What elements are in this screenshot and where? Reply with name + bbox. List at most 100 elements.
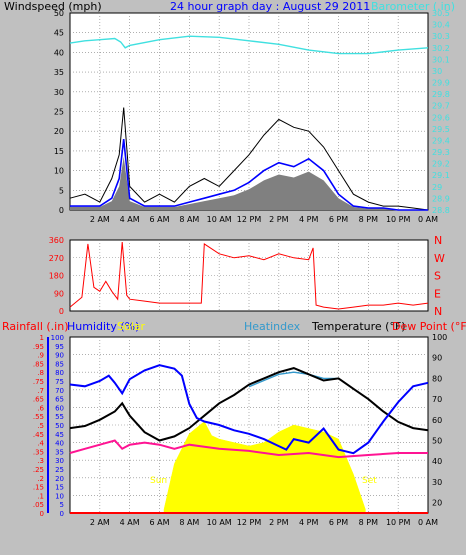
humidity-tick-label: 60 [55, 404, 64, 412]
windspeed-axis-label: Windspeed (mph) [4, 0, 102, 13]
barometer-tick-label: 29.2 [432, 160, 450, 169]
x-tick-label: 2 PM [269, 215, 288, 224]
rainfall-tick-label: .15 [33, 484, 44, 492]
barometer-tick-label: 29.5 [432, 125, 450, 134]
windspeed-tick-label: 5 [59, 186, 64, 195]
windspeed-tick-label: 30 [54, 88, 64, 97]
rainfall-tick-label: .05 [33, 501, 44, 509]
humidity-tick-label: 25 [55, 466, 64, 474]
rainfall-tick-label: .2 [37, 475, 44, 483]
rainfall-tick-label: 1 [40, 334, 44, 342]
rainfall-tick-label: .1 [37, 492, 44, 500]
temperature-panel: 0.05.1.15.2.25.3.35.4.45.5.55.6.65.7.75.… [33, 333, 447, 527]
x-tick-label: 12 PM [237, 215, 262, 224]
graph-title: 24 hour graph day : August 29 2011 [170, 0, 370, 13]
barometer-tick-label: 29.7 [432, 102, 450, 111]
temperature-line [69, 367, 429, 442]
rainfall-tick-label: 0 [40, 510, 44, 518]
direction-tick-label: 180 [49, 272, 64, 281]
x-tick-label: 12 PM [237, 518, 262, 527]
solar-area [163, 421, 366, 514]
barometer-tick-label: 30.1 [432, 55, 450, 64]
barometer-tick-label: 29.3 [432, 148, 450, 157]
compass-label: N [434, 305, 442, 318]
dewpoint-line [69, 439, 428, 459]
temperature-tick-label: 70 [432, 395, 442, 404]
humidity-tick-label: 30 [55, 457, 64, 465]
sunset-label: Set [362, 476, 377, 486]
humidity-tick-label: 40 [55, 440, 64, 448]
temperature-tick-label: 40 [432, 457, 442, 466]
temperature-series [69, 364, 429, 514]
rainfall-tick-label: .75 [33, 378, 44, 386]
humidity-tick-label: 0 [60, 510, 64, 518]
sunrise-label: Sun Rise [150, 476, 189, 486]
barometer-tick-label: 30.3 [432, 32, 450, 41]
barometer-tick-label: 29.6 [432, 113, 450, 122]
x-tick-label: 6 PM [329, 518, 348, 527]
temperature-tick-label: 90 [432, 354, 442, 363]
wind-series [69, 35, 429, 211]
solar-axis-label: Solar [117, 320, 146, 333]
rainfall-tick-label: .85 [33, 360, 44, 368]
direction-tick-label: 360 [49, 236, 64, 245]
temperature-tick-label: 100 [432, 333, 447, 342]
heatindex-line [248, 371, 339, 388]
temperature-x-ticks: 2 AM 4 AM 6 AM 8 AM 10 AM 12 PM 2 PM 4 PM 6 PM 8 … [90, 518, 438, 527]
temperature-tick-label: 60 [432, 416, 442, 425]
humidity-tick-label: 10 [55, 492, 64, 500]
temperature-tick-label: 50 [432, 437, 442, 446]
windspeed-tick-label: 40 [54, 48, 64, 57]
humidity-tick-label: 5 [60, 501, 64, 509]
direction-tick-label: 270 [49, 254, 64, 263]
x-tick-label: 8 AM [179, 215, 199, 224]
windspeed-tick-label: 35 [54, 68, 64, 77]
windspeed-tick-label: 50 [54, 9, 64, 18]
windspeed-tick-label: 45 [54, 29, 64, 38]
x-tick-label: 10 PM [386, 518, 411, 527]
windspeed-tick-label: 15 [54, 147, 64, 156]
humidity-tick-label: 65 [55, 396, 64, 404]
compass-label: W [434, 252, 445, 265]
x-tick-label: 4 AM [120, 215, 140, 224]
rainfall-tick-label: .9 [37, 352, 44, 360]
compass-label: S [434, 270, 441, 283]
humidity-tick-label: 90 [55, 352, 64, 360]
barometer-tick-label: 28.9 [432, 194, 450, 203]
x-tick-label: 10 AM [207, 518, 232, 527]
windspeed-tick-label: 0 [59, 206, 64, 215]
humidity-axis-label: Humidity (%) [67, 320, 139, 333]
direction-y-ticks: 0 90 180 270 360 [49, 236, 64, 316]
x-tick-label: 6 PM [329, 215, 348, 224]
x-tick-label: 0 AM [418, 215, 438, 224]
temperature-tick-label: 80 [432, 374, 442, 383]
compass-label: N [434, 234, 442, 247]
humidity-tick-label: 75 [55, 378, 64, 386]
x-tick-label: 6 AM [149, 518, 169, 527]
x-tick-label: 2 AM [90, 518, 110, 527]
temperature-grid [70, 337, 428, 513]
x-tick-label: 10 AM [207, 215, 232, 224]
rainfall-tick-label: .55 [33, 413, 44, 421]
rainfall-tick-label: .45 [33, 431, 44, 439]
windspeed-tick-label: 25 [54, 108, 64, 117]
rainfall-tick-label: .3 [37, 457, 44, 465]
rainfall-axis-label: Rainfall (.in) [2, 320, 69, 333]
barometer-y-ticks: 28.8 28.9 29 29.1 29.2 29.3 29.4 29.5 29.6 29.7 29… [432, 9, 450, 215]
x-tick-label: 2 AM [90, 215, 110, 224]
dewpoint-axis-label: Dew Point (°F) [392, 320, 466, 333]
x-tick-label: 0 AM [418, 518, 438, 527]
rainfall-tick-label: .7 [37, 387, 44, 395]
rainfall-tick-label: .4 [37, 440, 44, 448]
x-tick-label: 10 PM [386, 215, 411, 224]
temperature-y-ticks: 20 30 40 50 60 70 80 90 100 [432, 333, 447, 508]
rainfall-tick-label: .8 [37, 369, 44, 377]
wind-gust-area [70, 156, 428, 210]
wind-gust-fill [70, 156, 428, 210]
rainfall-tick-label: .6 [37, 404, 44, 412]
barometer-tick-label: 29 [432, 183, 442, 192]
x-tick-label: 4 PM [299, 518, 318, 527]
